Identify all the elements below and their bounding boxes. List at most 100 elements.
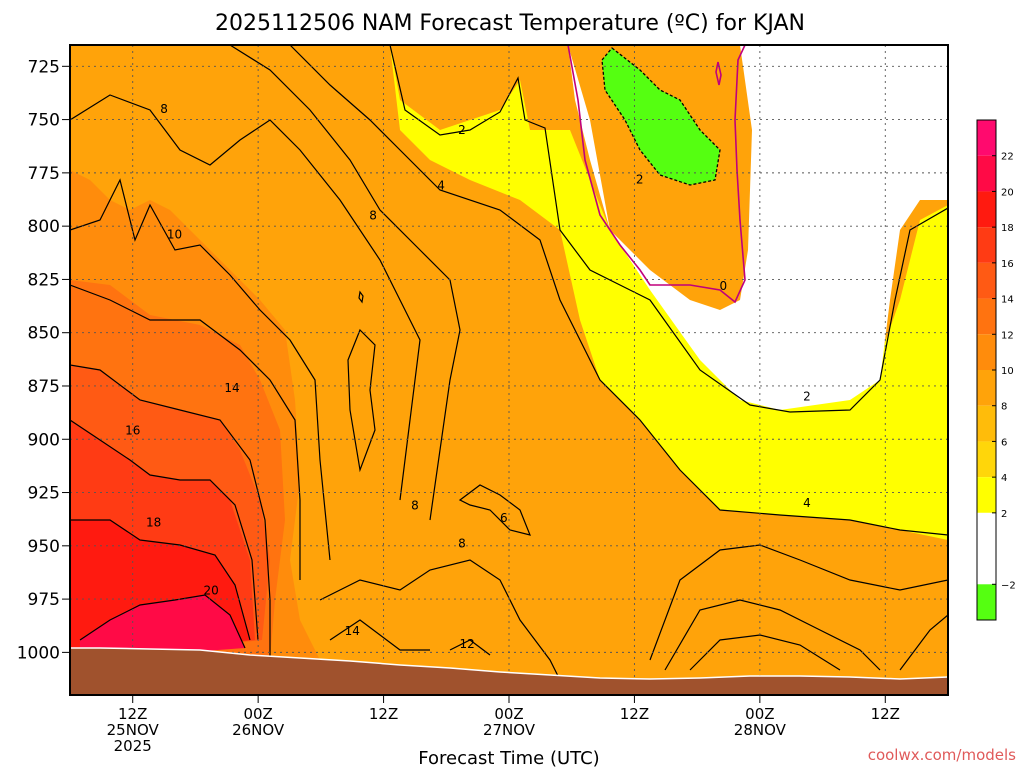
colorbar-band xyxy=(977,298,996,335)
y-tick-label: 725 xyxy=(28,57,60,77)
colorbar-tick-label: 4 xyxy=(1001,473,1007,484)
contour-line xyxy=(567,45,746,304)
contour-line xyxy=(458,484,531,536)
contour-line xyxy=(79,594,246,649)
contour-label: 8 xyxy=(411,498,419,512)
contour-label: 16 xyxy=(125,424,140,438)
minus2-contour xyxy=(601,47,721,186)
contour-label: 12 xyxy=(460,637,475,651)
x-tick-label: 2025 xyxy=(114,737,152,755)
colorbar-tick-label: 8 xyxy=(1001,402,1007,413)
contour-line xyxy=(70,94,421,501)
colorbar-band xyxy=(977,477,996,513)
contour-line xyxy=(329,619,430,651)
contour-line xyxy=(289,45,948,536)
contour-label: 10 xyxy=(167,228,182,242)
x-tick-label: 12Z xyxy=(620,705,649,723)
x-tick-label: 00Z xyxy=(243,705,272,723)
contour-label: 20 xyxy=(203,584,218,598)
colorbar-band xyxy=(977,512,996,585)
x-tick-label: 27NOV xyxy=(483,721,536,739)
contour-line xyxy=(70,364,271,660)
contour-label: 14 xyxy=(345,624,360,638)
y-tick-label: 775 xyxy=(28,164,60,184)
contour-line xyxy=(449,639,491,656)
ground-edge xyxy=(70,647,948,680)
contour-line xyxy=(899,614,948,671)
y-tick-label: 850 xyxy=(28,324,60,344)
credit-text: coolwx.com/models xyxy=(868,746,1016,764)
colorbar-tick-label: 22 xyxy=(1001,152,1014,163)
y-axis: 725 750 775 800 825 850 875 900 925 950 975 1000 xyxy=(17,57,70,663)
colorbar-tick-label: −2 xyxy=(1001,580,1016,591)
colorbar-band xyxy=(977,334,996,370)
contour-label: 2 xyxy=(636,172,644,186)
contour-line xyxy=(358,290,364,304)
contour-line xyxy=(664,599,881,671)
colorbar-band xyxy=(977,370,996,406)
colorbar: 22 20 18 16 14 12 10 8 6 4 2 −2 xyxy=(976,119,1016,621)
ground-surface xyxy=(70,648,948,695)
x-tick-label: 00Z xyxy=(494,705,523,723)
x-tick-label: 26NOV xyxy=(232,721,285,739)
colorbar-band xyxy=(977,262,996,299)
colorbar-tick-label: 10 xyxy=(1001,366,1014,377)
contour-line xyxy=(70,519,251,641)
chart-title: 2025112506 NAM Forecast Temperature (ºC)… xyxy=(215,11,805,36)
y-tick-label: 800 xyxy=(28,217,60,237)
contour-label: 8 xyxy=(458,537,466,551)
y-tick-label: 875 xyxy=(28,377,60,397)
colorbar-band xyxy=(977,155,996,192)
colorbar-band xyxy=(977,191,996,228)
colorbar-band xyxy=(977,405,996,442)
x-tick-label: 00Z xyxy=(745,705,774,723)
colorbar-tick-label: 12 xyxy=(1001,330,1014,341)
y-tick-label: 750 xyxy=(28,111,60,131)
y-tick-label: 825 xyxy=(28,270,60,290)
contour-label: 18 xyxy=(146,515,161,529)
gridlines xyxy=(70,45,948,695)
colorbar-band xyxy=(977,120,996,156)
contour-line xyxy=(70,178,331,561)
band-minus2-2 xyxy=(568,45,948,410)
colorbar-band xyxy=(977,584,996,620)
zero-degree-contour xyxy=(567,45,746,304)
band-20-22 xyxy=(80,595,245,660)
contour-label: 2 xyxy=(803,390,811,404)
plot-area: 2 2 4 8 10 8 0 2 14 16 4 8 6 18 8 20 14 12 xyxy=(70,45,948,695)
colorbar-tick-label: 6 xyxy=(1001,437,1007,448)
y-tick-label: 900 xyxy=(28,430,60,450)
band-minus4-minus2 xyxy=(602,48,720,185)
contour-line xyxy=(389,45,948,413)
contour-line xyxy=(649,544,948,661)
colorbar-tick-label: 2 xyxy=(1001,509,1007,520)
contour-line xyxy=(319,559,561,681)
y-tick-label: 1000 xyxy=(17,643,60,663)
x-tick-label: 28NOV xyxy=(734,721,787,739)
contour-line xyxy=(347,328,376,473)
contour-line xyxy=(70,419,259,641)
colorbar-tick-label: 20 xyxy=(1001,187,1014,198)
x-tick-label: 12Z xyxy=(118,705,147,723)
contour-line xyxy=(70,284,301,580)
colorbar-tick-label: 14 xyxy=(1001,295,1014,306)
colorbar-tick-label: 16 xyxy=(1001,259,1014,270)
y-tick-label: 950 xyxy=(28,537,60,557)
x-tick-label: 25NOV xyxy=(107,721,160,739)
y-tick-label: 925 xyxy=(28,484,60,504)
colorbar-band xyxy=(977,441,996,478)
contour-label: 6 xyxy=(500,511,508,525)
colorbar-band xyxy=(977,227,996,263)
contour-label: 8 xyxy=(160,102,168,116)
contour-label: 0 xyxy=(719,279,727,293)
contour-lines xyxy=(70,45,948,681)
contour-label: 8 xyxy=(369,208,377,222)
x-tick-label: 12Z xyxy=(369,705,398,723)
x-tick-label: 12Z xyxy=(871,705,900,723)
contour-label: 4 xyxy=(437,179,445,193)
x-axis-title: Forecast Time (UTC) xyxy=(418,748,599,768)
contour-labels: 2 2 4 8 10 8 0 2 14 16 4 8 6 18 8 20 14 12 xyxy=(125,102,811,651)
colorbar-tick-label: 18 xyxy=(1001,223,1014,234)
